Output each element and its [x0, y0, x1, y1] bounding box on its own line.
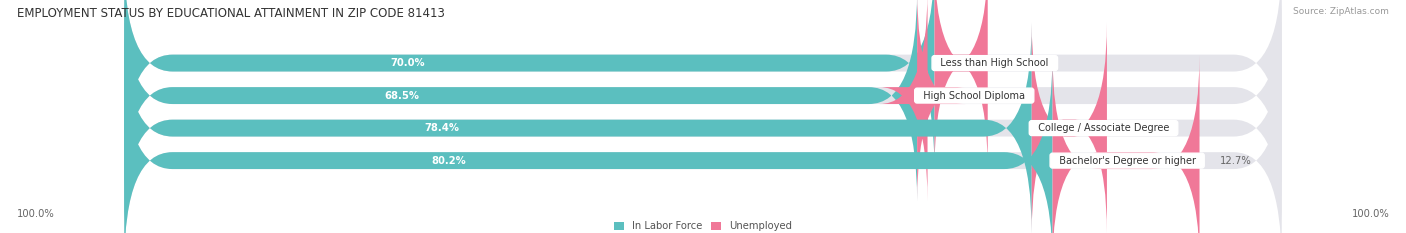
Text: 6.5%: 6.5%: [1128, 123, 1153, 133]
FancyBboxPatch shape: [1053, 55, 1199, 233]
Text: EMPLOYMENT STATUS BY EDUCATIONAL ATTAINMENT IN ZIP CODE 81413: EMPLOYMENT STATUS BY EDUCATIONAL ATTAINM…: [17, 7, 444, 20]
Text: 12.7%: 12.7%: [1220, 156, 1251, 166]
FancyBboxPatch shape: [124, 0, 935, 168]
Legend: In Labor Force, Unemployed: In Labor Force, Unemployed: [610, 217, 796, 233]
FancyBboxPatch shape: [124, 0, 917, 201]
FancyBboxPatch shape: [124, 23, 1282, 233]
FancyBboxPatch shape: [124, 0, 1282, 201]
Text: 70.0%: 70.0%: [391, 58, 425, 68]
FancyBboxPatch shape: [124, 23, 1032, 233]
Text: 78.4%: 78.4%: [425, 123, 460, 133]
Text: Less than High School: Less than High School: [935, 58, 1054, 68]
FancyBboxPatch shape: [879, 0, 966, 201]
FancyBboxPatch shape: [1032, 23, 1107, 233]
FancyBboxPatch shape: [124, 55, 1053, 233]
Text: 4.6%: 4.6%: [1008, 58, 1033, 68]
Text: College / Associate Degree: College / Associate Degree: [1032, 123, 1175, 133]
Text: 0.9%: 0.9%: [948, 91, 973, 101]
Text: 100.0%: 100.0%: [17, 209, 55, 219]
Text: Bachelor's Degree or higher: Bachelor's Degree or higher: [1053, 156, 1202, 166]
Text: High School Diploma: High School Diploma: [917, 91, 1032, 101]
Text: 68.5%: 68.5%: [384, 91, 419, 101]
Text: Source: ZipAtlas.com: Source: ZipAtlas.com: [1294, 7, 1389, 16]
FancyBboxPatch shape: [124, 0, 1282, 168]
Text: 100.0%: 100.0%: [1351, 209, 1389, 219]
FancyBboxPatch shape: [124, 55, 1282, 233]
FancyBboxPatch shape: [935, 0, 988, 168]
Text: 80.2%: 80.2%: [432, 156, 467, 166]
